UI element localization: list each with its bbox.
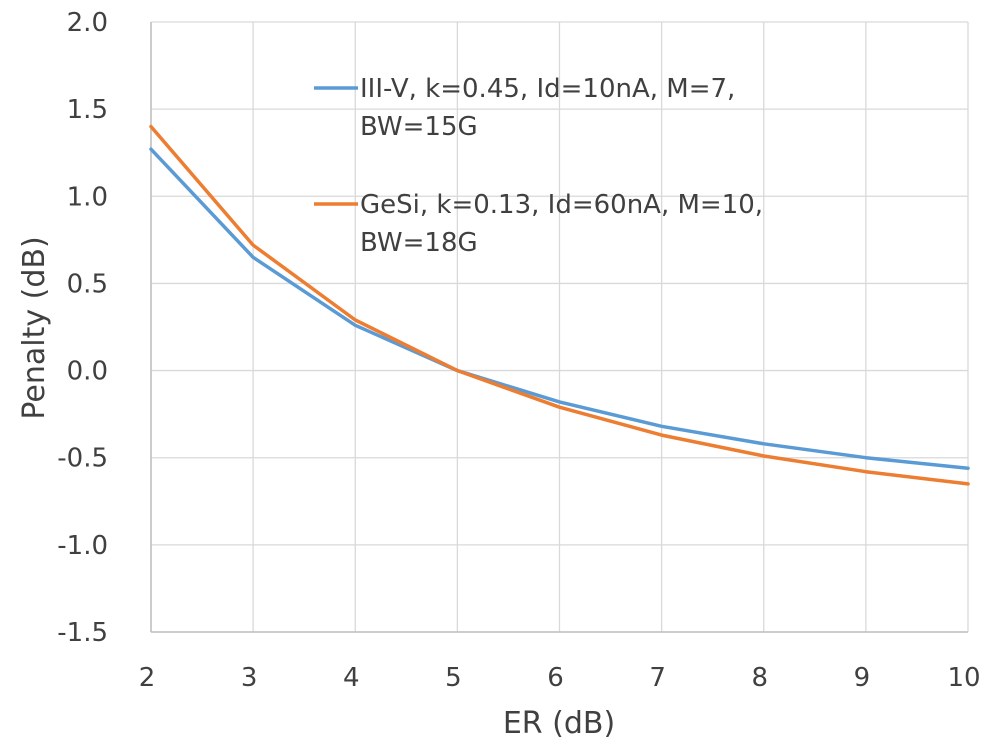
x-tick-label: 10 <box>947 663 980 693</box>
x-tick-label: 2 <box>139 663 156 693</box>
tick-labels: 2.0 1.5 1.0 0.5 0.0 -0.5 -1.0 -1.5 2 3 4 5 6 7 8 9 10 <box>57 8 980 693</box>
y-tick-label: -0.5 <box>57 444 108 474</box>
y-tick-label: -1.5 <box>57 618 108 648</box>
x-tick-label: 6 <box>547 663 564 693</box>
legend-label-1: III-V, k=0.45, Id=10nA, M=7, <box>360 74 735 104</box>
series-line-1 <box>149 147 970 470</box>
legend-label-1: BW=15G <box>360 112 478 142</box>
series-line-2 <box>149 124 970 486</box>
x-tick-label: 9 <box>854 663 871 693</box>
x-axis-title: ER (dB) <box>503 706 615 741</box>
x-tick-label: 8 <box>751 663 768 693</box>
y-axis-title: Penalty (dB) <box>17 236 52 419</box>
y-tick-label: 1.5 <box>67 95 108 125</box>
x-tick-label: 4 <box>343 663 360 693</box>
legend-label-2: BW=18G <box>360 228 478 258</box>
legend-label-2: GeSi, k=0.13, Id=60nA, M=10, <box>360 190 763 220</box>
y-tick-label: 2.0 <box>67 8 108 38</box>
series-lines <box>149 124 970 486</box>
grid <box>150 21 969 633</box>
x-tick-label: 3 <box>241 663 258 693</box>
x-tick-label: 7 <box>649 663 666 693</box>
y-tick-label: 0.5 <box>67 269 108 299</box>
y-tick-label: -1.0 <box>57 531 108 561</box>
legend: III-V, k=0.45, Id=10nA, M=7, BW=15G GeSi, … <box>314 74 763 258</box>
y-tick-label: 1.0 <box>67 182 108 212</box>
x-tick-label: 5 <box>445 663 462 693</box>
y-tick-label: 0.0 <box>67 357 108 387</box>
